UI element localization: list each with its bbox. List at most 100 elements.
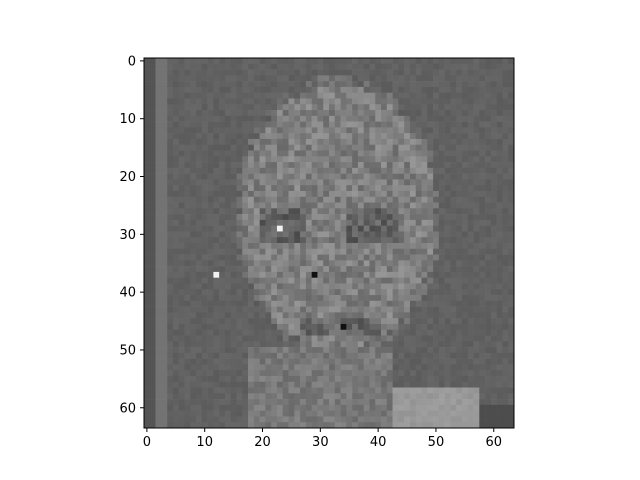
pixel-cell: [144, 110, 151, 117]
pixel-cell: [236, 237, 243, 244]
pixel-cell: [259, 318, 266, 325]
pixel-cell: [196, 335, 203, 342]
pixel-cell: [294, 364, 301, 371]
pixel-cell: [248, 404, 255, 411]
pixel-cell: [363, 98, 370, 105]
pixel-cell: [248, 167, 255, 174]
pixel-cell: [317, 375, 324, 383]
pixel-cell: [352, 190, 359, 198]
pixel-cell: [253, 387, 260, 394]
pixel-cell: [196, 323, 203, 331]
pixel-cell: [219, 277, 226, 284]
pixel-cell: [485, 231, 492, 238]
pixel-cell: [386, 341, 393, 348]
pixel-cell: [224, 225, 232, 232]
pixel-cell: [352, 416, 359, 423]
pixel-cell: [363, 364, 370, 371]
pixel-cell: [433, 150, 440, 157]
pixel-cell: [415, 110, 422, 117]
pixel-cell: [219, 219, 226, 226]
pixel-cell: [421, 289, 428, 296]
pixel-cell: [409, 190, 417, 198]
pixel-cell: [323, 69, 330, 76]
pixel-cell: [248, 150, 255, 157]
pixel-cell: [213, 150, 220, 157]
pixel-cell: [409, 410, 417, 417]
pixel-cell: [184, 312, 191, 319]
pixel-cell: [253, 260, 260, 267]
pixel-cell: [282, 202, 289, 209]
pixel-cell: [398, 69, 405, 76]
pixel-cell: [433, 318, 440, 325]
pixel-cell: [479, 219, 486, 226]
pixel-cell: [334, 399, 341, 406]
pixel-cell: [427, 104, 434, 111]
pixel-cell: [259, 271, 266, 278]
pixel-cell: [294, 410, 301, 417]
pixel-cell: [300, 381, 307, 388]
pixel-cell: [305, 306, 312, 313]
pixel-cell: [201, 214, 208, 221]
pixel-cell: [300, 289, 307, 296]
pixel-cell: [421, 69, 428, 76]
pixel-cell: [167, 58, 174, 65]
pixel-cell: [363, 225, 370, 232]
pixel-cell: [172, 381, 179, 388]
pixel-cell: [398, 410, 405, 417]
pixel-cell: [276, 387, 284, 394]
pixel-cell: [294, 75, 301, 82]
pixel-cell: [178, 58, 185, 65]
pixel-cell: [242, 69, 249, 76]
pixel-cell: [224, 138, 232, 146]
pixel-cell: [144, 283, 151, 290]
pixel-cell: [161, 214, 168, 221]
pixel-cell: [172, 300, 179, 307]
pixel-cell: [496, 393, 503, 400]
pixel-cell: [219, 271, 226, 278]
pixel-cell: [467, 167, 474, 174]
pixel-cell: [381, 104, 388, 111]
pixel-cell: [184, 352, 191, 359]
pixel-cell: [369, 144, 376, 151]
pixel-cell: [485, 399, 492, 406]
pixel-cell: [282, 98, 289, 105]
pixel-cell: [346, 144, 353, 151]
pixel-cell: [456, 260, 463, 267]
pixel-cell: [461, 219, 469, 226]
pixel-cell: [375, 104, 382, 111]
pixel-cell: [369, 196, 376, 203]
pixel-cell: [438, 214, 445, 221]
pixel-cell: [230, 347, 237, 354]
pixel-cell: [381, 231, 388, 238]
pixel-cell: [282, 156, 289, 163]
pixel-cell: [444, 375, 451, 383]
pixel-cell: [433, 58, 440, 65]
pixel-cell: [479, 277, 486, 284]
pixel-cell: [288, 295, 295, 302]
pixel-cell: [357, 167, 364, 174]
pixel-cell: [329, 167, 336, 174]
pixel-cell: [329, 92, 336, 99]
pixel-cell: [346, 190, 353, 198]
pixel-cell: [421, 86, 428, 93]
pixel-cell: [236, 318, 243, 325]
pixel-cell: [508, 335, 515, 342]
pixel-cell: [276, 306, 284, 313]
pixel-cell: [144, 347, 151, 354]
pixel-cell: [155, 289, 162, 296]
pixel-cell: [253, 318, 260, 325]
pixel-cell: [404, 271, 411, 278]
pixel-cell: [300, 271, 307, 278]
pixel-cell: [271, 283, 278, 290]
pixel-cell: [230, 352, 237, 359]
pixel-cell: [323, 422, 330, 429]
pixel-cell: [265, 196, 272, 203]
pixel-cell: [144, 352, 151, 359]
pixel-cell: [409, 138, 417, 146]
pixel-cell: [363, 231, 370, 238]
pixel-cell: [282, 162, 289, 169]
pixel-cell: [300, 81, 307, 88]
pixel-cell: [490, 92, 497, 99]
pixel-cell: [456, 277, 463, 284]
pixel-cell: [213, 289, 220, 296]
